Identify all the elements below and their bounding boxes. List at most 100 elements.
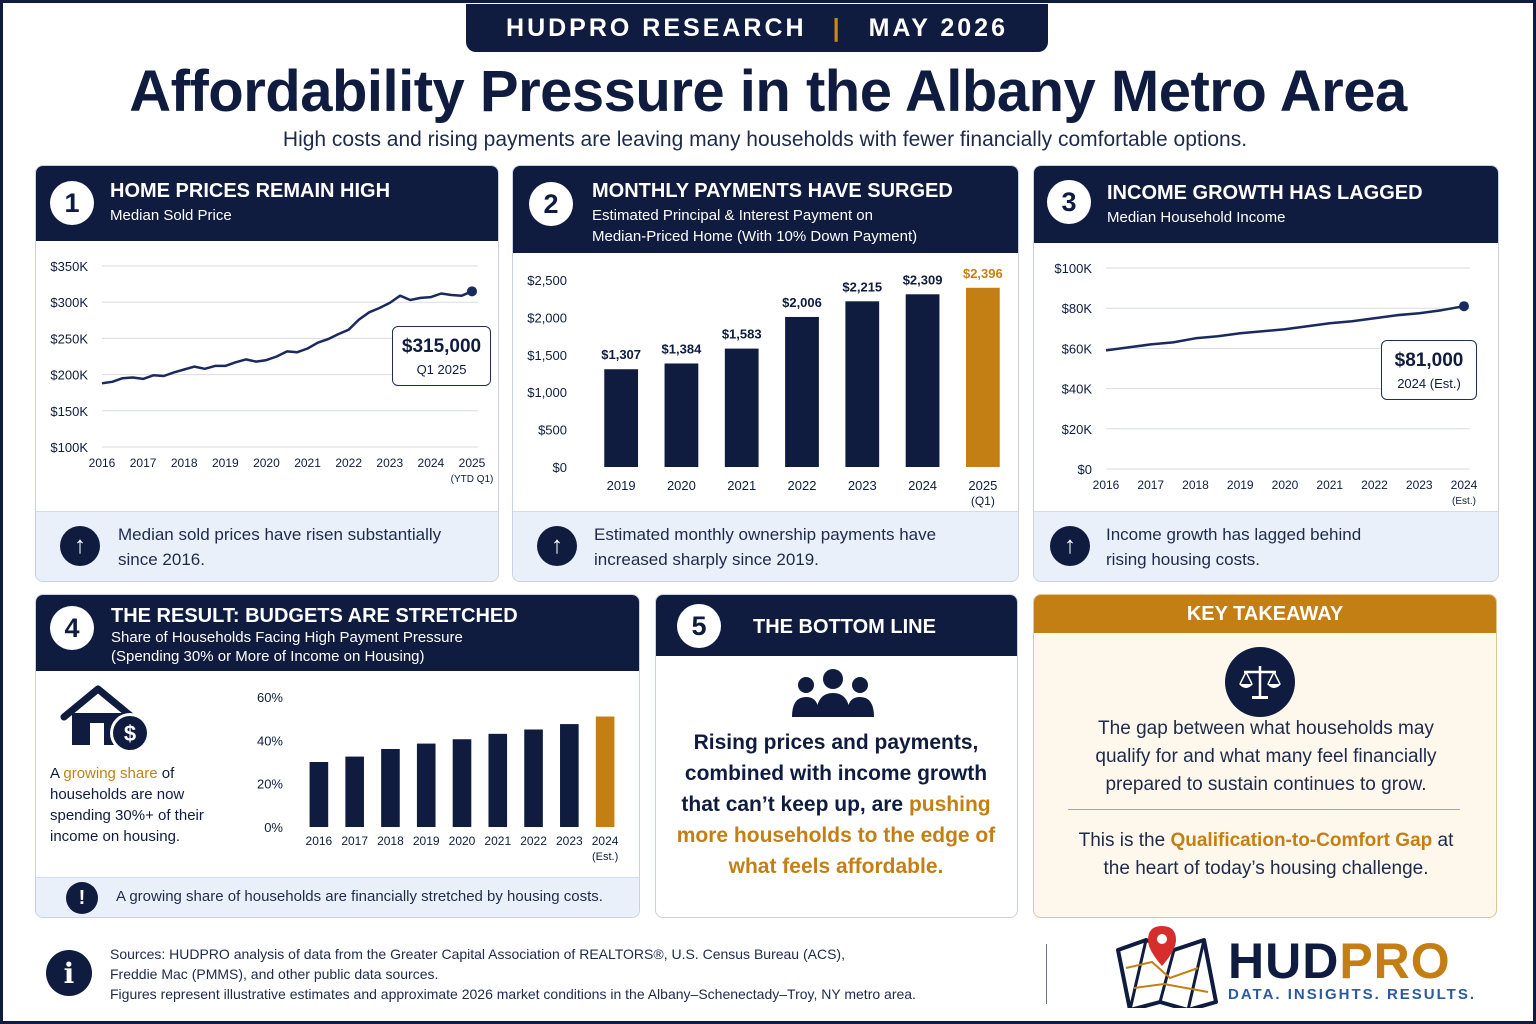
house-dollar-icon: $ (60, 685, 150, 753)
y-tick-label: $250K (50, 331, 88, 346)
category-label: 2022 (520, 834, 547, 848)
category-label: 2021 (727, 478, 756, 493)
panel-key-takeaway: KEY TAKEAWAY The gap between what househ… (1033, 594, 1497, 918)
y-tick-label: $60K (1062, 341, 1093, 356)
category-label: 2020 (667, 478, 696, 493)
x-tick-label: 2023 (1406, 478, 1433, 492)
footer-divider (1046, 944, 1047, 1004)
panel-subtitle-line1: Estimated Principal & Interest Payment o… (592, 207, 873, 224)
x-tick-label: 2022 (335, 456, 362, 470)
category-label: 2016 (306, 834, 333, 848)
y-tick-label: $80K (1062, 301, 1093, 316)
y-tick-label: $150K (50, 404, 88, 419)
y-tick-label: $0 (553, 460, 567, 475)
x-tick-label: 2018 (171, 456, 198, 470)
bar (724, 348, 759, 467)
panel-note: ↑ Income growth has lagged behind rising… (1034, 511, 1498, 581)
data-label: $2,006 (782, 295, 822, 310)
note-text: A growing share of households are financ… (116, 888, 603, 905)
bar (345, 756, 364, 827)
bottom-line-highlight: pushing more households to the edge of w… (676, 793, 996, 878)
data-label: $1,307 (601, 347, 641, 362)
x-tick-label: 2025 (459, 456, 486, 470)
category-label: 2024 (592, 834, 619, 848)
y-tick-label: $20K (1062, 422, 1093, 437)
header-bar: HUDPRO RESEARCH | MAY 2026 (466, 4, 1048, 52)
bar (905, 294, 940, 467)
bar (416, 743, 436, 827)
y-tick-label: $100K (1054, 261, 1092, 276)
scales-icon (1225, 647, 1295, 717)
stretched-share-bar-chart: 0% 20% 40% 60% 2016 2017 2018 2019 2020 2021 2022 2… (257, 690, 619, 863)
bar (488, 733, 508, 827)
gap-highlight: Qualification-to-Comfort Gap (1170, 830, 1433, 851)
arrow-up-icon: ↑ (60, 526, 100, 566)
header-date: MAY 2026 (868, 13, 1008, 42)
endpoint-marker (467, 286, 477, 297)
map-pin-icon (1116, 926, 1218, 1008)
panel-subtitle: Median Household Income (1107, 209, 1286, 226)
data-label: $2,309 (903, 272, 943, 287)
panel-header: 2 MONTHLY PAYMENTS HAVE SURGED Estimated… (513, 166, 1018, 253)
panel-number: 5 (677, 604, 721, 648)
key-takeaway-gap: This is the Qualification-to-Comfort Gap… (1064, 827, 1468, 883)
panel-monthly-payments: 2 MONTHLY PAYMENTS HAVE SURGED Estimated… (512, 165, 1019, 582)
people-icon (792, 669, 874, 717)
sources-note: Sources: HUDPRO analysis of data from th… (110, 944, 1010, 1004)
y-tick-label: 20% (257, 777, 283, 792)
category-label: 2017 (341, 834, 368, 848)
x-tick-label: 2020 (253, 456, 280, 470)
income-line-chart: $0 $20K $40K $60K $80K $100K 2016 2017 2018 2019 2… (1054, 261, 1477, 507)
page-title: Affordability Pressure in the Albany Met… (129, 59, 1407, 124)
side-text-highlight: growing share (63, 765, 158, 782)
category-label: 2018 (377, 834, 404, 848)
y-tick-label: $2,500 (527, 273, 567, 288)
x-tick-note: (Est.) (1452, 496, 1476, 507)
x-tick-note: (YTD Q1) (451, 474, 494, 485)
x-tick-label: 2020 (1272, 478, 1299, 492)
page-subtitle: High costs and rising payments are leavi… (282, 128, 1248, 151)
y-tick-label: 0% (264, 820, 283, 835)
x-tick-label: 2019 (212, 456, 239, 470)
x-tick-label: 2018 (1182, 478, 1209, 492)
header-org: HUDPRO RESEARCH (506, 13, 807, 42)
x-tick-label: 2019 (1227, 478, 1254, 492)
panel-home-prices: 1 HOME PRICES REMAIN HIGH Median Sold Pr… (35, 165, 499, 582)
category-label: 2021 (484, 834, 511, 848)
category-label: 2020 (449, 834, 476, 848)
panel-note: ↑ Median sold prices have risen substant… (36, 511, 498, 581)
sources-line1: Sources: HUDPRO analysis of data from th… (110, 946, 845, 962)
arrow-up-icon: ↑ (1050, 526, 1090, 566)
panel-income-growth: 3 INCOME GROWTH HAS LAGGED Median Househ… (1033, 165, 1499, 582)
y-tick-label: $40K (1062, 382, 1093, 397)
bar (560, 724, 579, 827)
note-text: Estimated monthly ownership payments hav… (594, 525, 937, 569)
divider (1068, 809, 1460, 810)
logo-part-a: HUD (1228, 933, 1340, 989)
bar (845, 301, 880, 467)
x-tick-label: 2021 (294, 456, 321, 470)
category-label: 2022 (788, 478, 817, 493)
y-tick-label: $500 (538, 423, 567, 438)
logo-tagline: DATA. INSIGHTS. RESULTS. (1228, 986, 1477, 1003)
panel-note: ! A growing share of households are fina… (36, 877, 639, 917)
gap-text-b: at the heart of today’s housing challeng… (1103, 830, 1454, 879)
category-label: 2025 (968, 478, 997, 493)
data-label: $1,384 (662, 341, 703, 356)
category-note: (Est.) (592, 851, 618, 863)
panel-header: 1 HOME PRICES REMAIN HIGH Median Sold Pr… (36, 166, 498, 241)
panel-note: ↑ Estimated monthly ownership payments h… (513, 511, 1018, 581)
callout-label: 2024 (Est.) (1397, 376, 1461, 391)
panel-header: 4 THE RESULT: BUDGETS ARE STRETCHED Shar… (36, 595, 639, 671)
logo-part-b: PRO (1339, 933, 1451, 989)
panel-subtitle: Median Sold Price (110, 207, 232, 224)
bar (381, 749, 400, 827)
panel-budgets-stretched: 4 THE RESULT: BUDGETS ARE STRETCHED Shar… (35, 594, 640, 918)
key-takeaway-text: The gap between what households may qual… (1095, 718, 1437, 795)
panel-title: THE BOTTOM LINE (753, 616, 936, 638)
bottom-line-text: Rising prices and payments, combined wit… (676, 727, 996, 882)
panel-subtitle-line2: Median-Priced Home (With 10% Down Paymen… (592, 228, 918, 245)
x-tick-label: 2017 (1137, 478, 1164, 492)
bar (785, 316, 819, 467)
side-text-a: A (50, 765, 64, 782)
